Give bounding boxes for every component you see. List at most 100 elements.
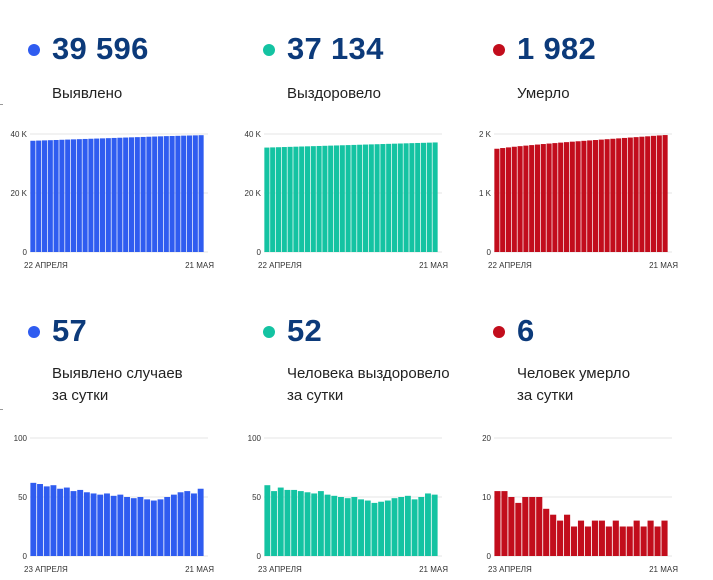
y-tick-label: 50 <box>252 493 261 502</box>
bar <box>610 138 616 252</box>
bar <box>181 135 187 252</box>
bar <box>76 139 82 252</box>
bar <box>134 137 140 252</box>
bar <box>83 492 90 556</box>
bar <box>77 489 84 556</box>
x-tick-label-end: 21 МАЯ <box>185 565 214 574</box>
bar <box>164 497 171 556</box>
bar <box>581 140 587 252</box>
recovered-daily-label-2: за сутки <box>287 387 344 404</box>
bar <box>59 139 65 252</box>
y-tick-label: 50 <box>18 493 27 502</box>
recovered-daily-label: Человека выздоровело <box>287 365 450 382</box>
bar <box>619 526 626 556</box>
recovered-total-value: 37 134 <box>287 31 384 66</box>
bar <box>639 136 645 252</box>
bar <box>311 493 318 556</box>
bar <box>57 488 64 556</box>
bar <box>41 140 48 252</box>
y-tick-label: 0 <box>487 248 492 257</box>
bar <box>264 147 270 252</box>
bar <box>137 497 144 556</box>
bar <box>534 144 541 252</box>
bar <box>36 140 42 252</box>
bar <box>621 137 628 252</box>
bar <box>529 145 535 252</box>
bar <box>339 145 345 252</box>
bar <box>647 520 654 556</box>
bar <box>511 146 517 252</box>
bar <box>661 520 668 556</box>
bar <box>592 140 599 252</box>
bar <box>591 520 598 556</box>
bar <box>517 146 523 252</box>
bar <box>569 141 575 252</box>
bar <box>287 146 293 252</box>
bar <box>169 135 175 252</box>
detected-daily-chart: 0 50 100 23 АПРЕЛЯ 21 МАЯ <box>14 434 215 574</box>
bar <box>192 135 198 252</box>
bar <box>304 146 311 252</box>
detected-total-value: 39 596 <box>52 31 149 66</box>
y-tick-label: 100 <box>14 434 28 443</box>
deaths-total-value: 1 982 <box>517 31 597 66</box>
x-tick-label-end: 21 МАЯ <box>185 261 214 270</box>
y-tick-label: 20 <box>482 434 491 443</box>
detected-daily-label-2: за сутки <box>52 387 109 404</box>
bar <box>612 520 619 556</box>
bar <box>117 494 124 556</box>
y-tick-label: 0 <box>23 552 28 561</box>
deaths-daily-label-2: за сутки <box>517 387 574 404</box>
bar <box>82 138 88 252</box>
bar <box>357 144 363 252</box>
detected-daily-value: 57 <box>52 313 88 348</box>
y-tick-label: 0 <box>257 552 262 561</box>
bar <box>501 491 508 556</box>
bar <box>65 139 71 252</box>
bar <box>186 135 193 252</box>
bar <box>640 526 647 556</box>
bar <box>557 520 564 556</box>
bar <box>197 488 204 556</box>
bar <box>333 145 340 252</box>
y-tick-label: 20 K <box>245 189 262 198</box>
bar <box>284 489 291 556</box>
blue-dot-icon <box>28 326 40 338</box>
bar <box>163 136 169 252</box>
x-tick-label-start: 22 АПРЕЛЯ <box>24 261 68 270</box>
x-tick-label-start: 23 АПРЕЛЯ <box>488 565 532 574</box>
bar <box>550 514 557 556</box>
bar <box>316 145 322 252</box>
bar <box>598 520 605 556</box>
y-tick-label: 40 K <box>11 130 28 139</box>
bar <box>500 148 506 252</box>
teal-dot-icon <box>263 326 275 338</box>
bar <box>604 139 610 252</box>
bar <box>494 148 500 252</box>
bar <box>391 498 398 556</box>
bar <box>264 485 271 556</box>
bar <box>94 138 100 252</box>
bar <box>90 493 97 556</box>
bar <box>505 147 512 252</box>
bar <box>271 491 277 556</box>
bar <box>598 139 604 252</box>
deaths-total-label: Умерло <box>517 85 570 102</box>
bar <box>546 143 552 252</box>
bar <box>345 145 351 252</box>
bar <box>358 499 364 556</box>
bar <box>577 520 585 556</box>
bar <box>522 497 529 556</box>
bar <box>291 489 298 556</box>
bar <box>317 491 324 556</box>
recovered-daily-chart: 0 50 100 23 АПРЕЛЯ 21 МАЯ <box>248 434 449 574</box>
bar <box>293 146 299 252</box>
teal-dot-icon <box>263 44 275 56</box>
edge-mark <box>0 104 3 105</box>
bar <box>328 145 334 252</box>
bar <box>175 135 181 252</box>
bar <box>494 491 501 556</box>
red-dot-icon <box>493 326 505 338</box>
bar <box>157 499 164 556</box>
bar <box>130 498 137 556</box>
